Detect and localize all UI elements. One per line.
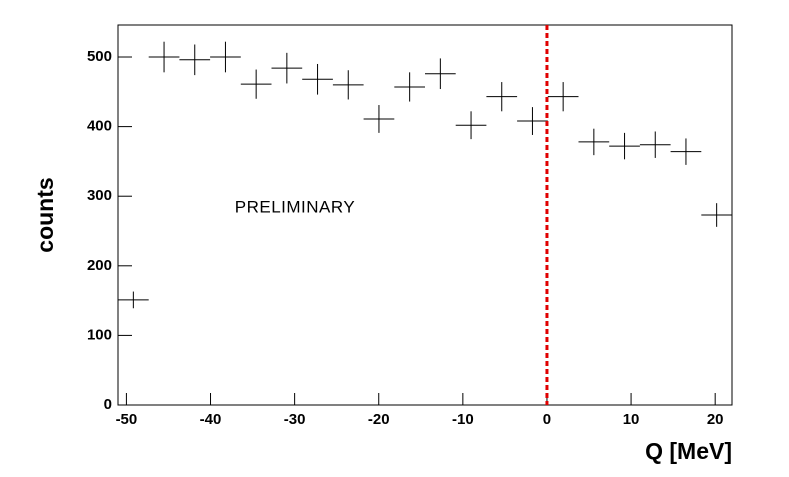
y-tick-label: 500	[87, 48, 112, 65]
x-tick-label: -20	[368, 411, 390, 428]
x-tick-label: -50	[116, 411, 138, 428]
y-tick-label: 300	[87, 187, 112, 204]
y-tick-label: 100	[87, 326, 112, 343]
x-tick-label: -10	[452, 411, 474, 428]
x-tick-label: 20	[707, 411, 724, 428]
x-tick-label: -40	[200, 411, 222, 428]
x-tick-label: 10	[623, 411, 640, 428]
y-tick-label: 200	[87, 257, 112, 274]
y-tick-label: 400	[87, 118, 112, 135]
x-tick-label: -30	[284, 411, 306, 428]
plot-frame	[117, 24, 733, 406]
annotation: PRELIMINARY	[235, 197, 355, 216]
x-axis-label: Q [MeV]	[645, 438, 732, 464]
y-axis-label: counts	[32, 177, 58, 252]
y-tick-label: 0	[104, 396, 112, 413]
x-tick-label: 0	[543, 411, 551, 428]
